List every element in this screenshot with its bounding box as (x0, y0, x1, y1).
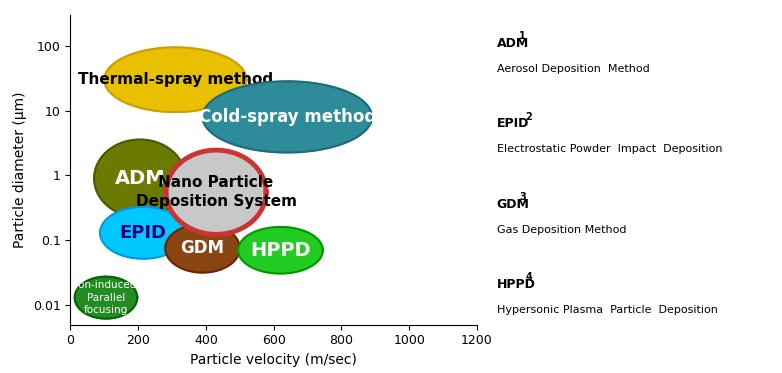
Text: 1: 1 (519, 31, 526, 41)
Text: HPPD: HPPD (497, 278, 536, 291)
Text: EPID: EPID (497, 117, 529, 131)
Text: Nano Particle
Deposition System: Nano Particle Deposition System (135, 175, 296, 209)
Text: Hypersonic Plasma  Particle  Deposition: Hypersonic Plasma Particle Deposition (497, 305, 717, 315)
Text: Aerosol Deposition  Method: Aerosol Deposition Method (497, 64, 649, 74)
Text: GDM: GDM (497, 198, 529, 211)
Polygon shape (100, 207, 186, 259)
Text: Electrostatic Powder  Impact  Deposition: Electrostatic Powder Impact Deposition (497, 144, 722, 154)
Text: HPPD: HPPD (250, 241, 310, 260)
Polygon shape (239, 227, 323, 273)
Polygon shape (104, 47, 246, 112)
Text: Gas Deposition Method: Gas Deposition Method (497, 225, 626, 235)
Polygon shape (166, 150, 266, 234)
Text: EPID: EPID (120, 224, 167, 242)
Text: 3: 3 (519, 192, 526, 202)
Text: 4: 4 (526, 272, 533, 282)
Polygon shape (94, 140, 185, 217)
X-axis label: Particle velocity (m/sec): Particle velocity (m/sec) (190, 353, 357, 367)
Text: Thermal-spray method: Thermal-spray method (78, 72, 273, 87)
Text: ADM: ADM (114, 169, 165, 188)
Polygon shape (165, 224, 240, 273)
Polygon shape (74, 276, 138, 319)
Text: Ion-induced
Parallel
focusing: Ion-induced Parallel focusing (75, 280, 137, 315)
Text: Cold-spray method: Cold-spray method (199, 108, 376, 126)
Text: GDM: GDM (181, 239, 224, 257)
Y-axis label: Particle diameter (μm): Particle diameter (μm) (13, 91, 27, 248)
Polygon shape (203, 81, 372, 153)
Text: 2: 2 (526, 112, 533, 122)
Text: ADM: ADM (497, 37, 529, 50)
